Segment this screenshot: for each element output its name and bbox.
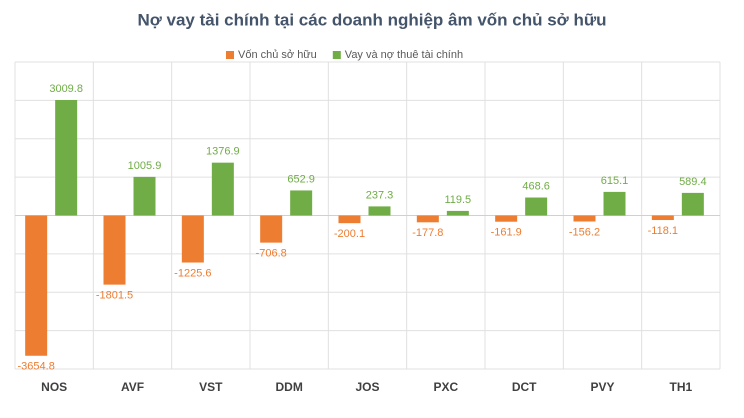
bar [416,215,439,223]
bar [338,215,361,224]
bar [211,162,234,216]
x-tick-label: VST [199,380,223,394]
x-tick-label: PXC [433,380,458,394]
bar [651,215,674,221]
x-tick-label: AVF [121,380,144,394]
bar [525,197,548,216]
value-label: 589.4 [679,176,707,188]
value-label: 615.1 [601,175,629,187]
bar [603,191,626,216]
value-label: -1225.6 [174,267,211,279]
value-label: 1005.9 [128,160,162,172]
value-label: -706.8 [256,248,287,260]
value-label: -3654.8 [18,361,55,373]
legend-swatch [226,51,234,59]
bar [103,215,126,285]
x-tick-label: PVY [590,380,614,394]
value-label: 468.6 [522,180,550,192]
value-label: -118.1 [648,225,678,237]
legend-swatch [332,51,341,59]
bar [495,215,518,222]
chart-title: Nợ vay tài chính tại các doanh nghiệp âm… [137,10,606,29]
bar [573,215,596,222]
legend-label: Vay và nợ thuê tài chính [345,49,463,61]
value-label: -156.2 [569,226,600,238]
x-tick-label: TH1 [669,380,692,394]
value-label: 1376.9 [206,146,240,158]
value-label: -177.8 [412,227,443,239]
x-tick-label: JOS [355,380,379,394]
bar [446,210,469,216]
value-label: -161.9 [491,227,522,239]
legend-label: Vốn chủ sở hữu [238,49,317,61]
value-label: -1801.5 [96,290,133,302]
bar [181,215,204,263]
bar [133,176,156,216]
value-label: 3009.8 [49,83,83,95]
bar [260,215,283,243]
bar [25,215,48,356]
bar [55,99,78,216]
bar [290,190,313,216]
bar [681,192,704,216]
x-tick-label: DDM [276,380,303,394]
value-label: 237.3 [366,189,394,201]
value-label: -200.1 [334,228,365,240]
x-tick-label: NOS [41,380,67,394]
bar [368,206,391,216]
value-label: 652.9 [287,173,315,185]
value-label: 119.5 [444,194,471,206]
x-tick-label: DCT [512,380,537,394]
